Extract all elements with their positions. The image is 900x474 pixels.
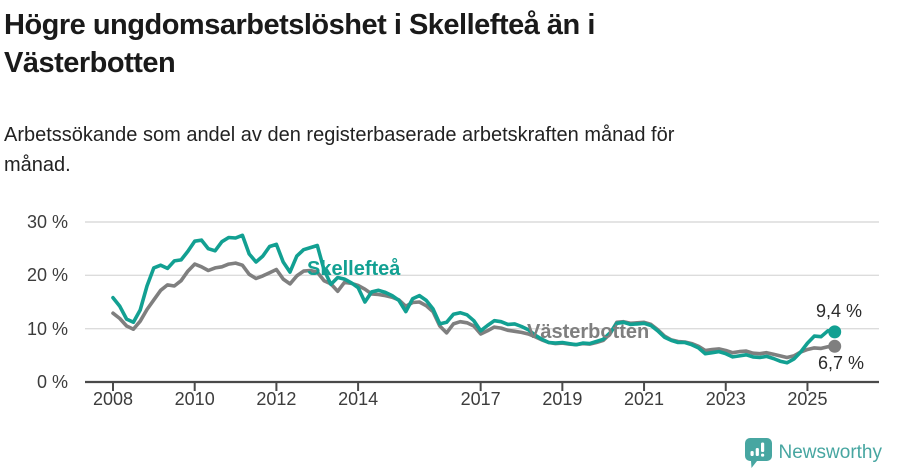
end-value-label-vasterbotten: 6,7 % [818, 353, 865, 373]
x-axis-label: 2012 [256, 389, 297, 409]
end-value-label-skelleftea: 9,4 % [816, 301, 863, 321]
x-axis-label: 2025 [787, 389, 828, 409]
subtitle-line-1: Arbetssökande som andel av den registerb… [4, 124, 675, 146]
page-title: Högre ungdomsarbetslöshet i Skellefteå ä… [4, 6, 884, 82]
x-axis-label: 2008 [92, 389, 134, 409]
x-axis-label: 2017 [460, 389, 501, 409]
y-axis-label: 30 % [26, 212, 68, 232]
x-axis-label: 2019 [542, 389, 583, 409]
series-label-skelleftea: Skellefteå [307, 258, 401, 280]
title-line-2: Västerbotten [4, 47, 176, 79]
newsworthy-logo-text: Newsworthy [778, 442, 882, 463]
title-line-1: Högre ungdomsarbetslöshet i Skellefteå ä… [4, 9, 595, 41]
newsworthy-logo: Newsworthy [744, 437, 882, 468]
chart-subtitle: Arbetssökande som andel av den registerb… [4, 120, 864, 180]
series-end-dot-västerbotten [828, 339, 842, 353]
series-line-västerbotten [111, 261, 837, 360]
newsworthy-bar-chart-bubble-icon [744, 437, 772, 468]
x-axis-label: 2014 [338, 389, 379, 409]
series-end-dot-skellefteå [828, 325, 842, 339]
x-axis-label: 2010 [174, 389, 215, 409]
x-axis-label: 2023 [705, 389, 746, 409]
y-axis-label: 10 % [26, 318, 68, 339]
x-axis-label: 2021 [624, 389, 665, 409]
series-line-skellefteå [111, 233, 837, 365]
series-label-vasterbotten: Västerbotten [527, 321, 650, 343]
subtitle-line-2: månad. [4, 154, 71, 176]
y-axis-label: 20 % [26, 265, 68, 286]
y-axis-label: 0 % [36, 372, 68, 392]
